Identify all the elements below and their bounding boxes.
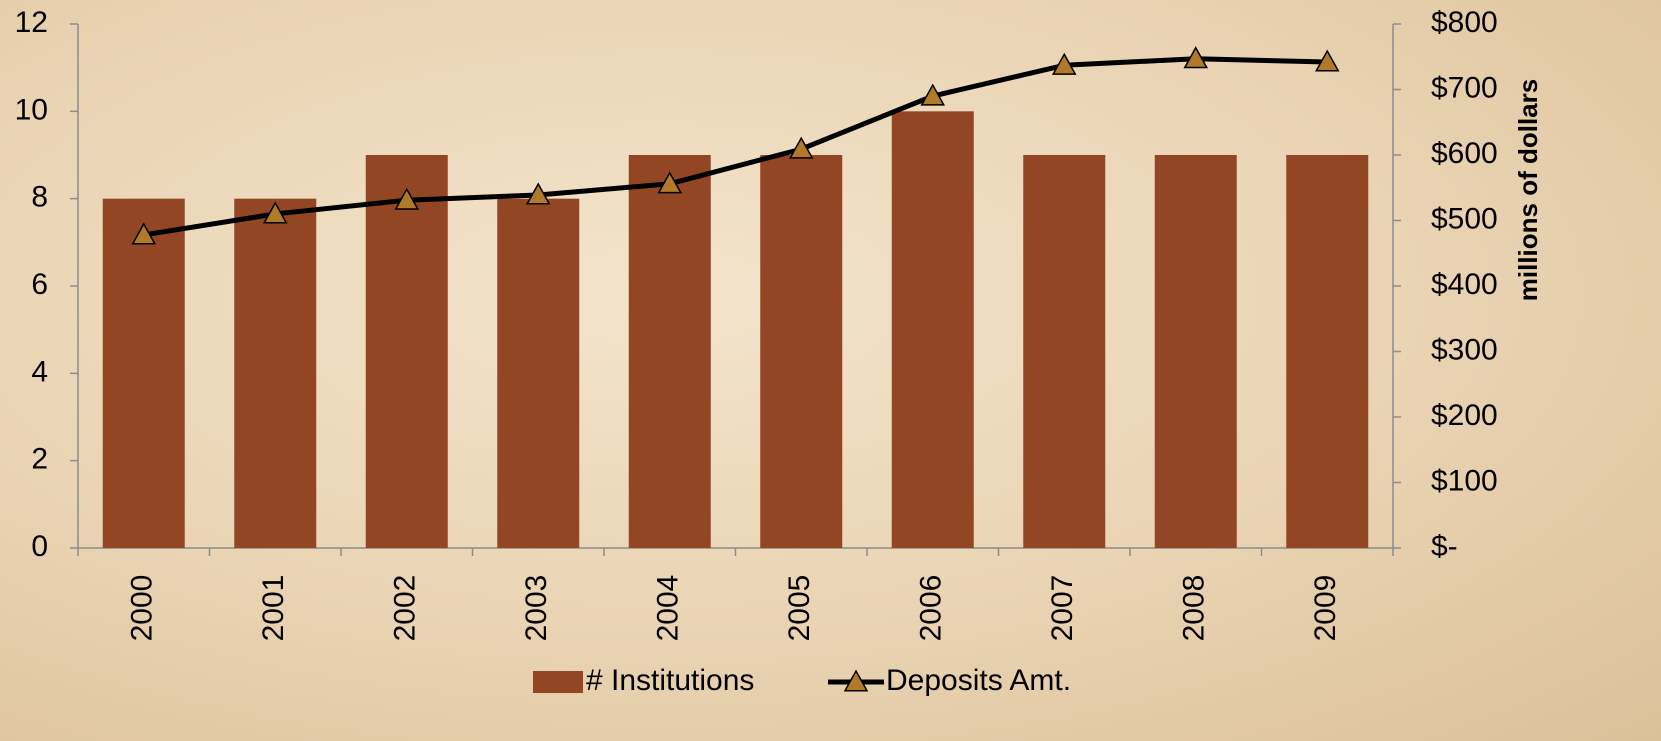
marker <box>788 136 814 159</box>
marker <box>920 83 946 106</box>
y-tick-label: 8 <box>31 181 48 214</box>
marker <box>1314 49 1340 72</box>
bar <box>365 155 448 548</box>
x-tick-label: 2008 <box>1178 575 1211 642</box>
marker <box>262 201 288 224</box>
y2-tick-label: $100 <box>1431 464 1498 497</box>
y2-axis-title: millions of dollars <box>1513 79 1543 301</box>
x-tick-label: 2007 <box>1046 575 1079 642</box>
marker <box>657 171 683 194</box>
y2-tick-label: $600 <box>1431 137 1498 170</box>
bar <box>628 155 711 548</box>
x-tick-label: 2003 <box>520 575 553 642</box>
bar <box>497 198 580 548</box>
bar <box>760 155 843 548</box>
y-tick-label: 12 <box>15 6 48 39</box>
y2-tick-label: $300 <box>1431 333 1498 366</box>
legend-swatch <box>533 671 583 693</box>
bar <box>1286 155 1369 548</box>
x-tick-label: 2001 <box>257 575 290 642</box>
y-tick-label: 0 <box>31 530 48 563</box>
y2-tick-label: $500 <box>1431 202 1498 235</box>
marker <box>1051 52 1077 75</box>
legend-swatch <box>843 669 869 692</box>
marker <box>394 187 420 210</box>
y2-tick-label: $700 <box>1431 71 1498 104</box>
x-tick-label: 2006 <box>915 575 948 642</box>
y-tick-label: 2 <box>31 443 48 476</box>
y2-tick-label: $- <box>1431 530 1458 563</box>
x-tick-label: 2005 <box>783 575 816 642</box>
y-tick-label: 6 <box>31 268 48 301</box>
marker <box>525 182 551 205</box>
y2-tick-label: $400 <box>1431 268 1498 301</box>
y-tick-label: 10 <box>15 93 48 126</box>
bar <box>1023 155 1106 548</box>
x-tick-label: 2004 <box>652 575 685 642</box>
legend-label: Deposits Amt. <box>886 664 1071 697</box>
x-tick-label: 2000 <box>126 575 159 642</box>
y2-tick-label: $800 <box>1431 6 1498 39</box>
x-tick-label: 2002 <box>389 575 422 642</box>
marker <box>131 222 157 245</box>
y2-tick-label: $200 <box>1431 399 1498 432</box>
legend-label: # Institutions <box>586 664 754 697</box>
bar <box>1154 155 1237 548</box>
bar <box>891 111 974 548</box>
line <box>143 56 1328 238</box>
marker <box>1183 46 1209 69</box>
bar <box>234 198 317 548</box>
x-tick-label: 2009 <box>1309 575 1342 642</box>
bar <box>102 198 185 548</box>
y-tick-label: 4 <box>31 355 48 388</box>
